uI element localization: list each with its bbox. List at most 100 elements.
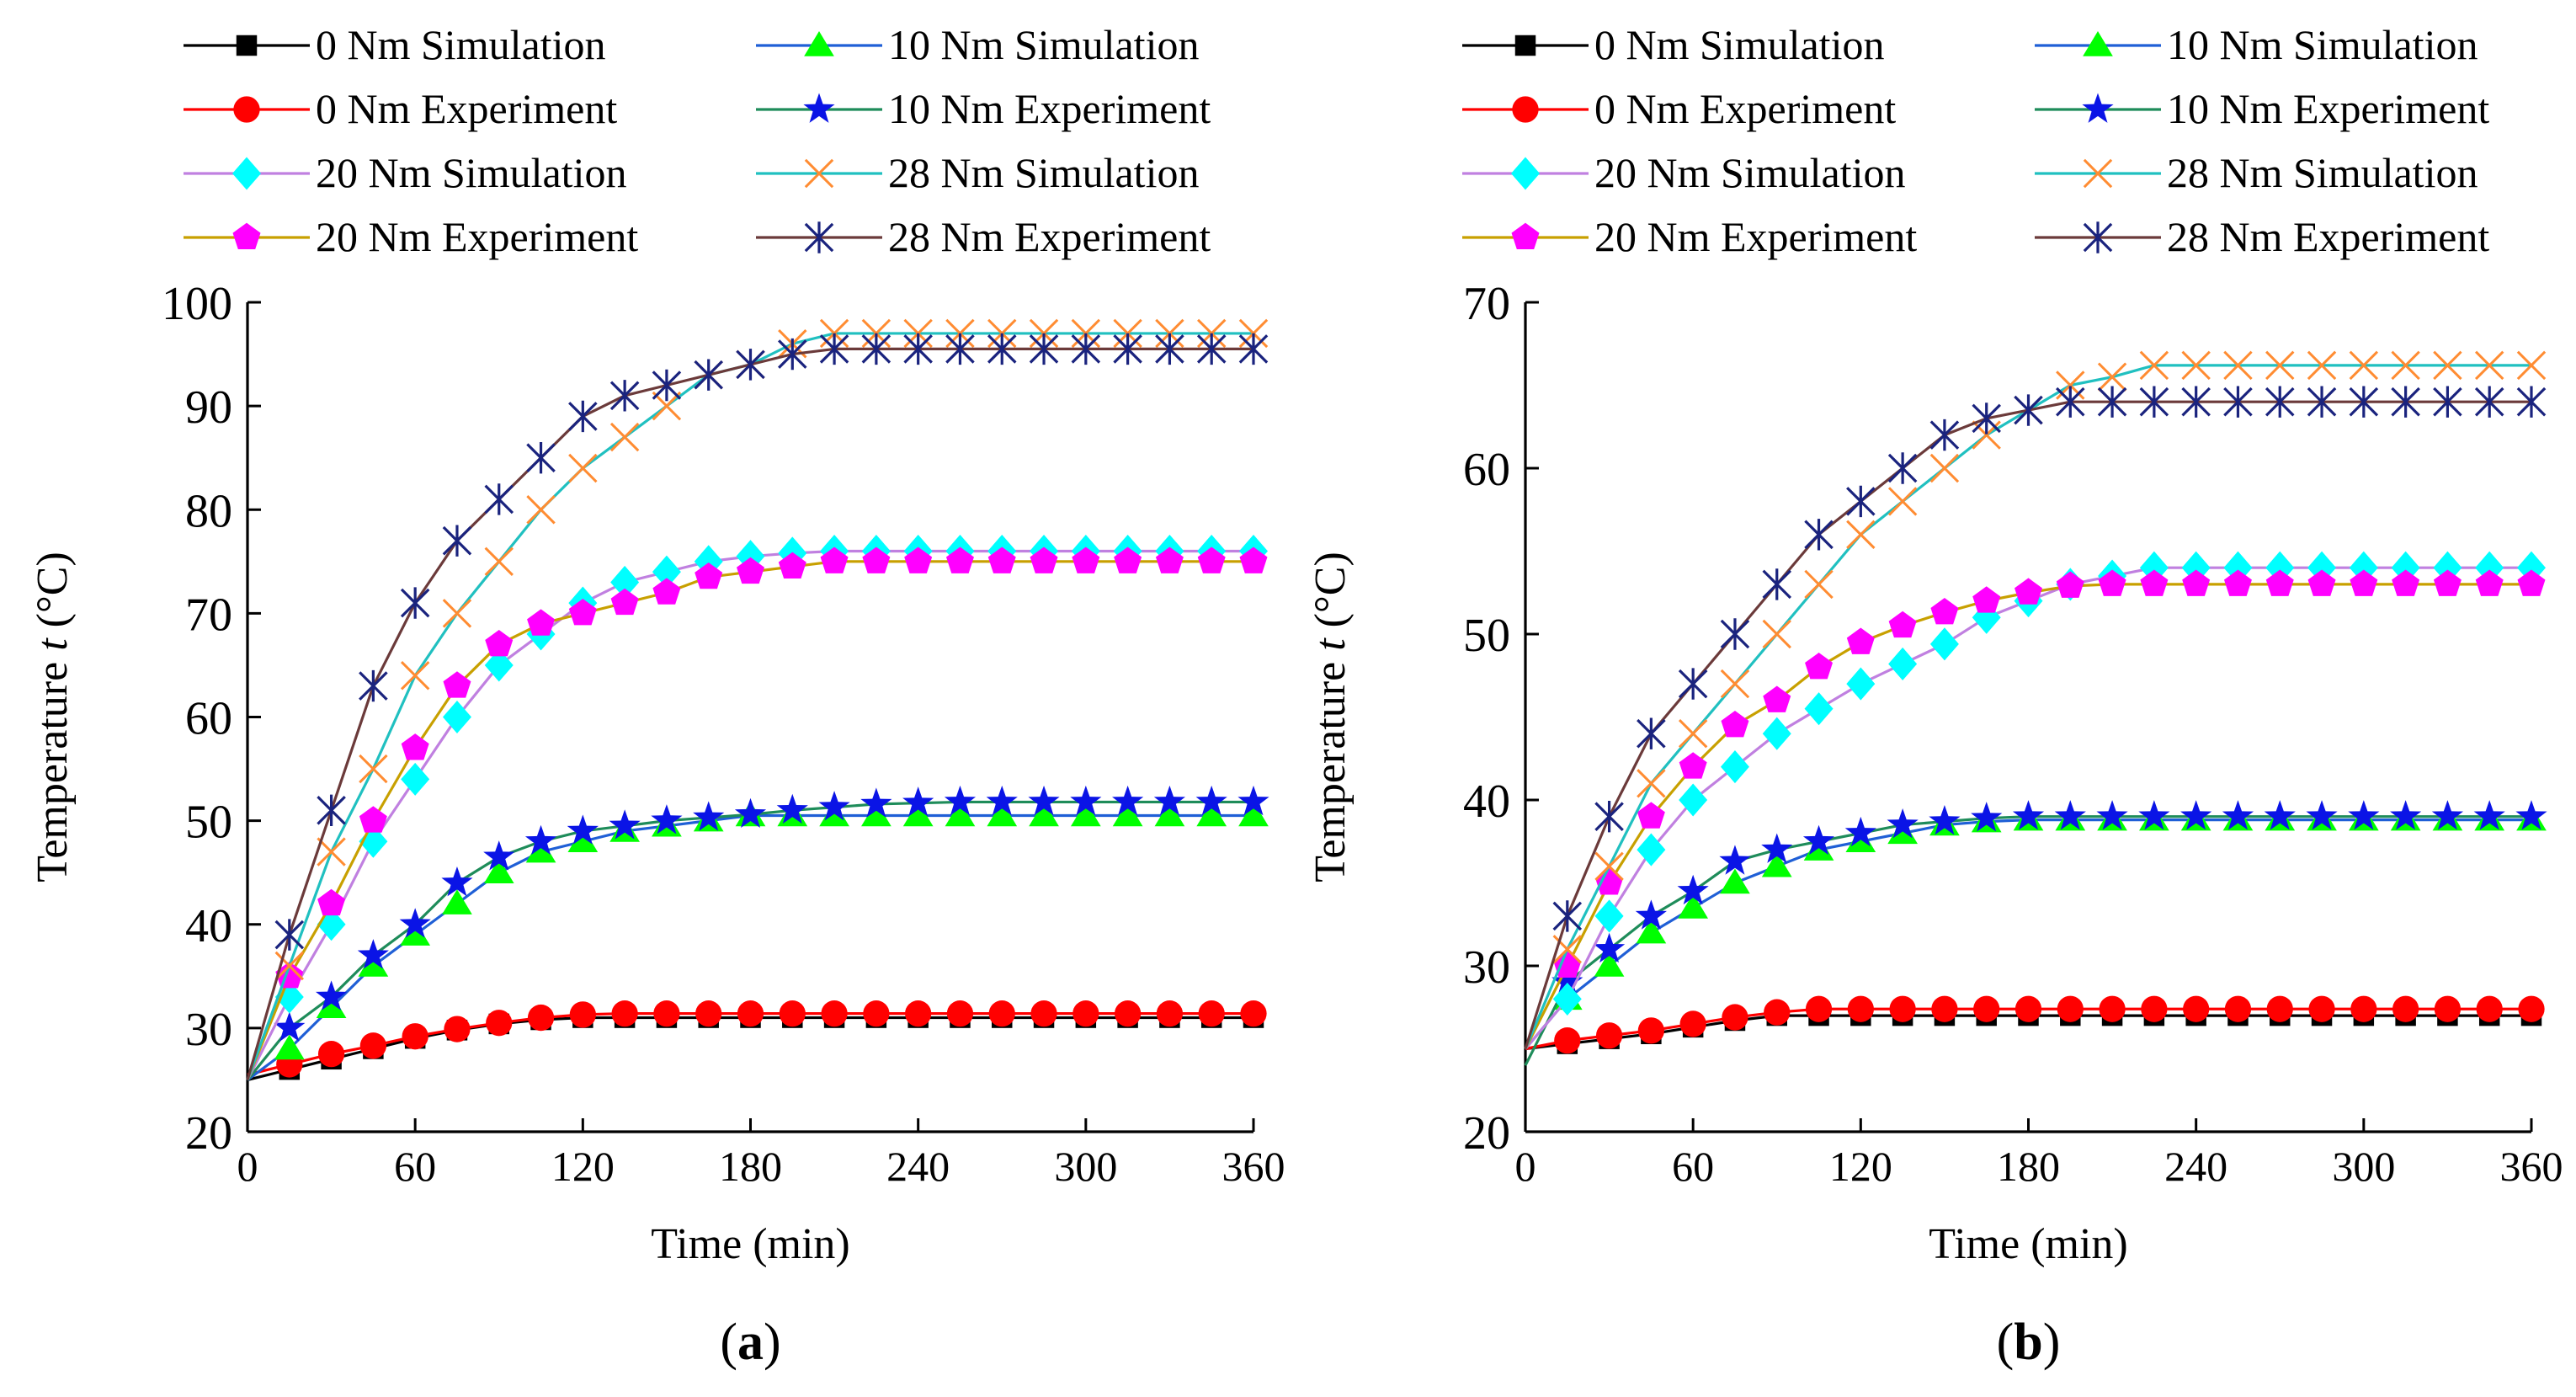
data-point (2140, 569, 2169, 596)
series-e10 (246, 785, 1269, 1081)
data-point (483, 840, 515, 871)
data-point (1844, 816, 1876, 847)
data-point (1720, 618, 1750, 650)
data-point (1240, 1000, 1267, 1027)
data-point (1593, 932, 1626, 963)
data-point (1637, 802, 1665, 829)
data-point (442, 599, 472, 628)
data-point (358, 952, 389, 977)
data-point (904, 547, 933, 573)
series-e0 (1525, 995, 2545, 1054)
data-point (610, 588, 639, 616)
data-point (861, 801, 891, 827)
data-point (359, 806, 387, 833)
y-axis-label-text: Temperature (1307, 651, 1355, 882)
data-point (2350, 995, 2377, 1022)
data-point (569, 1001, 596, 1028)
data-point (2180, 800, 2212, 830)
series-e0 (247, 1000, 1267, 1078)
data-point (2431, 800, 2464, 830)
data-point (945, 333, 975, 365)
series-e20 (1524, 569, 2546, 1050)
data-point (2222, 800, 2254, 830)
data-point (1198, 1000, 1225, 1027)
data-point (652, 578, 681, 605)
data-point (274, 1034, 305, 1060)
y-axis-label-text: Temperature (29, 651, 77, 882)
data-point (2014, 578, 2042, 605)
data-point (2224, 995, 2252, 1022)
y-axis-label-var: t (1307, 637, 1355, 651)
data-point (653, 1000, 680, 1027)
caption-paren-open: ( (1997, 1314, 2014, 1371)
data-point (2474, 350, 2504, 381)
data-point (1155, 333, 1184, 365)
data-point (2014, 394, 2043, 426)
data-point (651, 804, 683, 834)
data-point (1595, 868, 1624, 895)
data-point (1973, 995, 2000, 1022)
data-point (400, 920, 431, 946)
data-point (1238, 801, 1269, 827)
data-point (1071, 333, 1101, 365)
legend-marker (804, 221, 834, 253)
data-point (400, 587, 430, 619)
data-point (611, 1000, 638, 1027)
data-point (1720, 669, 1750, 699)
data-point (2434, 995, 2462, 1022)
data-point (694, 545, 723, 579)
legend-item-e28: 28 Nm Experiment (756, 213, 1211, 260)
data-point (567, 827, 599, 852)
legend-label: 28 Nm Simulation (2167, 149, 2478, 196)
legend-marker (232, 157, 261, 190)
legend-label: 20 Nm Simulation (1594, 149, 1905, 196)
legend-marker (804, 31, 834, 56)
x-tick-label: 240 (886, 1143, 950, 1190)
data-point (2265, 350, 2295, 381)
x-tick-label: 60 (394, 1143, 436, 1190)
y-tick-label: 70 (1463, 278, 1510, 330)
data-point (652, 555, 681, 589)
data-point (1552, 982, 1582, 1016)
y-tick-label: 80 (185, 485, 232, 537)
data-point (1804, 569, 1834, 600)
data-point (2223, 350, 2253, 381)
y-tick-label: 70 (185, 589, 232, 641)
data-point (1762, 619, 1791, 649)
data-point (862, 547, 891, 573)
data-point (401, 733, 429, 760)
data-point (1679, 752, 1707, 779)
legend-item-s0: 0 Nm Simulation (184, 21, 605, 68)
data-point (693, 801, 725, 831)
data-point (1678, 718, 1708, 749)
legend-marker (2082, 93, 2114, 123)
data-point (987, 547, 1016, 573)
data-point (861, 333, 891, 365)
data-point (2349, 350, 2379, 381)
legend-marker (233, 96, 260, 123)
data-point (442, 525, 472, 557)
data-point (2223, 569, 2252, 596)
data-point (2392, 995, 2419, 1022)
data-point (902, 786, 934, 817)
y-tick-label: 20 (1463, 1107, 1510, 1160)
data-point (2139, 350, 2169, 381)
legend-item-s20: 20 Nm Simulation (184, 149, 626, 196)
data-point (1552, 900, 1583, 932)
data-point (2223, 386, 2253, 418)
data-point (2096, 800, 2128, 830)
data-point (609, 422, 640, 452)
x-axis-label: Time (min) (651, 1220, 849, 1268)
legend-item-s10: 10 Nm Simulation (756, 21, 1199, 68)
series-s20 (246, 534, 1268, 1081)
y-tick-label: 20 (185, 1107, 232, 1160)
data-point (776, 793, 808, 824)
caption-paren-close: ) (764, 1314, 781, 1371)
data-point (274, 951, 305, 981)
y-tick-label: 90 (185, 381, 232, 434)
legend-marker (2083, 221, 2113, 253)
data-point (1552, 935, 1583, 964)
data-point (359, 1032, 387, 1059)
data-point (317, 837, 346, 866)
data-point (1763, 685, 1791, 712)
